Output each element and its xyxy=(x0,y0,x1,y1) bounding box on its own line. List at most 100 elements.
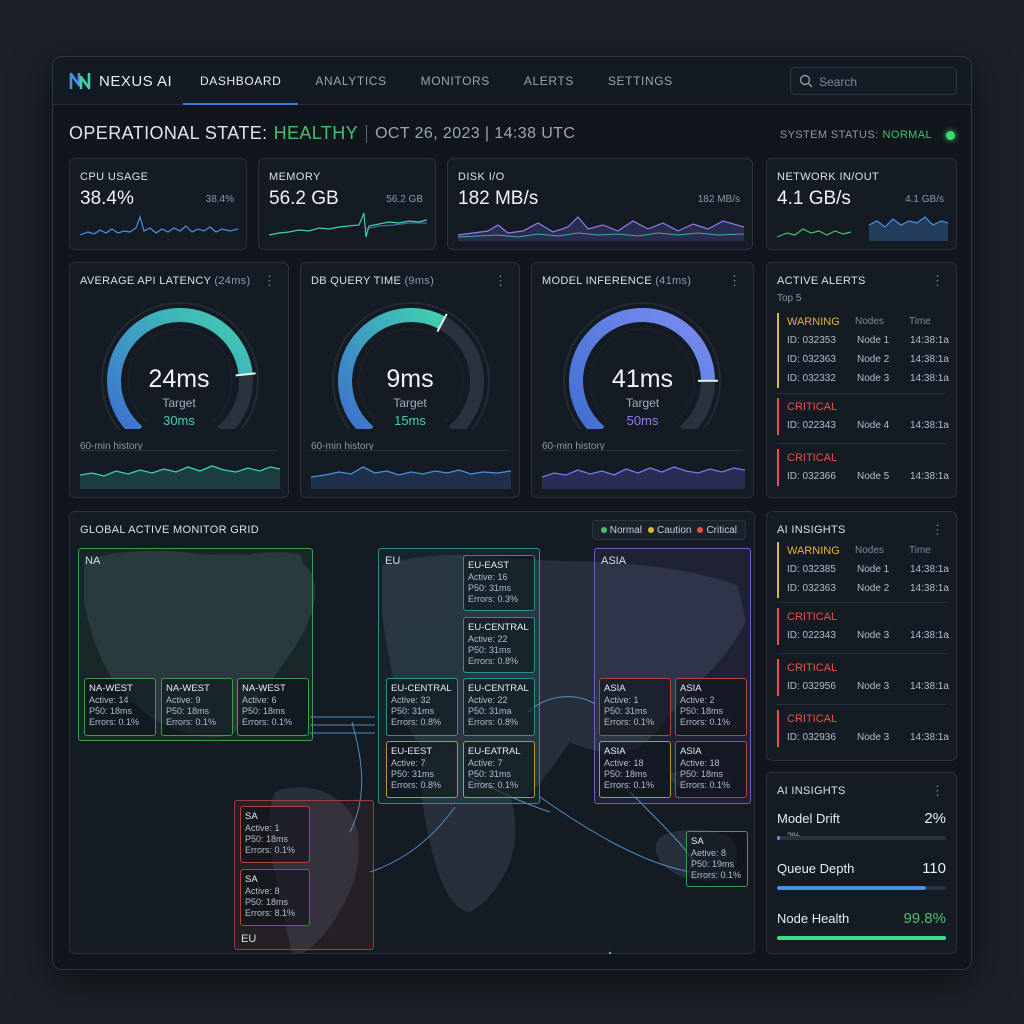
monitor-na-west-1[interactable]: NA-WEST Active: 14 P50: 18ms Errors: 0.1… xyxy=(84,678,156,736)
metric-label: MEMORY xyxy=(269,171,321,183)
tab-settings[interactable]: SETTINGS xyxy=(607,74,673,88)
history-label: 60-min history xyxy=(80,441,143,452)
search-icon xyxy=(799,74,813,88)
monitor-asia-3[interactable]: ASIA Active: 18 P50: 18ms Errors: 0.1% xyxy=(599,741,671,798)
history-label: 60-min history xyxy=(311,441,374,452)
legend-critical: Critical xyxy=(697,525,737,536)
insight-group-warning[interactable]: WARNING Nodes Time ID: 032385 Node 1 14:38… xyxy=(777,542,949,598)
bar-fill xyxy=(777,886,926,890)
monitor-name: ASIA xyxy=(604,683,626,694)
monitor-eu-central-2[interactable]: EU-CENTRAL Active: 32 P50: 31ms Errors: … xyxy=(386,678,458,736)
tab-monitors[interactable]: MONITORS xyxy=(420,74,490,88)
monitor-na-west-2[interactable]: NA-WEST Active: 9 P50: 18ms Errors: 0.1% xyxy=(161,678,233,736)
tab-alerts[interactable]: ALERTS xyxy=(523,74,574,88)
insight-row[interactable]: ID: 022343 Node 3 14:38:1a xyxy=(787,626,949,645)
monitor-name: ASIA xyxy=(604,746,626,757)
metric-card-disk-io[interactable]: DISK I/O 182 MB/s 182 MB/s xyxy=(447,158,753,250)
gauge-value: 41ms xyxy=(611,365,674,393)
tab-analytics[interactable]: ANALYTICS xyxy=(315,74,387,88)
monitor-eu-central-1[interactable]: EU-CENTRAL Active: 22 P50: 31ms Errors: … xyxy=(463,617,535,673)
gauge-card-db-query[interactable]: DB QUERY TIME (9ms) ⋮ 9ms Target 15ms 60… xyxy=(300,262,520,498)
legend-caution: Caution xyxy=(647,525,691,536)
bar-fill xyxy=(777,936,946,940)
search-input[interactable] xyxy=(819,73,949,91)
monitor-errors: Errors: 8.1% xyxy=(245,908,296,918)
monitor-sa-3[interactable]: SA Aetive: 8 P50: 19ms Errors: 0.1% xyxy=(686,831,748,887)
cpu-sparkline xyxy=(80,215,238,236)
monitor-na-west-3[interactable]: NA-WEST Active: 6 P50: 18ms Errors: 0.1% xyxy=(237,678,309,736)
alert-group-critical[interactable]: CRITICAL ID: 022343 Node 4 14:38:1a xyxy=(777,398,949,435)
insight-value: 99.8% xyxy=(903,910,946,927)
insight-row[interactable]: ID: 032363 Node 2 14:38:1a xyxy=(787,579,949,598)
alert-row[interactable]: ID: 032353 Node 1 14:38:1a xyxy=(787,331,949,350)
panel-title: ACTIVE ALERTS xyxy=(777,275,866,287)
divider xyxy=(777,443,946,444)
monitor-active: Active: 22 xyxy=(468,634,508,644)
insight-group-critical[interactable]: CRITICAL ID: 022343 Node 3 14:38:1a xyxy=(777,608,949,645)
tab-dashboard[interactable]: DASHBOARD xyxy=(183,57,299,105)
region-label: EU xyxy=(241,933,257,945)
brand[interactable]: NEXUS AI xyxy=(69,71,172,91)
alert-node: Node 2 xyxy=(857,583,890,594)
metric-label: NETWORK IN/OUT xyxy=(777,171,880,183)
gauge-title-text: MODEL INFERENCE xyxy=(542,275,652,287)
insight-group-critical[interactable]: CRITICAL ID: 032936 Node 3 14:38:1a xyxy=(777,710,949,747)
monitor-asia-4[interactable]: ASIA Active: 18 P50: 18ms Errors: 0.1% xyxy=(675,741,747,798)
more-options-icon[interactable]: ⋮ xyxy=(263,273,276,288)
insight-value: 110 xyxy=(922,860,946,877)
monitor-errors: Errors: 0.8% xyxy=(391,717,442,727)
severity-label: CRITICAL xyxy=(787,713,838,725)
monitor-name: EU-EAST xyxy=(468,560,510,571)
alert-time: 14:38:1a xyxy=(910,583,949,594)
metric-card-network[interactable]: NETWORK IN/OUT 4.1 GB/s 4.1 GB/s xyxy=(766,158,957,250)
monitor-sa-2[interactable]: SA Active: 8 P50: 18ms Errors: 8.1% xyxy=(240,869,310,926)
monitor-asia-1[interactable]: ASIA Active: 1 P50: 31ms Errors: 0.1% xyxy=(599,678,671,736)
monitor-eu-eatral[interactable]: EU-EATRAL Active: 7 P50: 31ms Errors: 0.… xyxy=(463,741,535,798)
monitor-errors: Errors: 0.1% xyxy=(604,717,655,727)
more-options-icon[interactable]: ⋮ xyxy=(931,783,944,798)
alert-row[interactable]: ID: 032366 Node 5 14:38:1a xyxy=(787,467,949,486)
metric-card-cpu[interactable]: CPU USAGE 38.4% 38.4% xyxy=(69,158,247,250)
monitor-p50: P50: 18ms xyxy=(242,706,286,716)
metric-card-memory[interactable]: MEMORY 56.2 GB 56.2 GB xyxy=(258,158,436,250)
active-alerts-panel: ACTIVE ALERTS ⋮ Top 5 WARNING Nodes Time… xyxy=(766,262,957,498)
alert-row[interactable]: ID: 032332 Node 3 14:38:1a xyxy=(787,369,949,388)
alert-group-warning[interactable]: WARNING Nodes Time ID: 032353 Node 1 14:38… xyxy=(777,313,949,388)
map-legend: Normal Caution Critical xyxy=(591,520,746,540)
monitor-name: EU-EEST xyxy=(391,746,433,757)
severity-label: CRITICAL xyxy=(787,452,838,464)
gauge-target-label: Target xyxy=(162,396,196,410)
ai-insights-alerts-panel: AI INSIGHTS ⋮ WARNING Nodes Time ID: 032… xyxy=(766,511,957,761)
alert-group-critical[interactable]: CRITICAL ID: 032366 Node 5 14:38:1a xyxy=(777,449,949,486)
monitor-active: Active: 14 xyxy=(89,695,129,705)
monitor-p50: P50: 31ma xyxy=(468,706,512,716)
more-options-icon[interactable]: ⋮ xyxy=(931,273,944,288)
global-monitor-grid: GLOBAL ACTIVE MONITOR GRID Normal Cautio… xyxy=(69,511,755,954)
insight-row[interactable]: ID: 032385 Node 1 14:38:1a xyxy=(787,560,949,579)
history-divider xyxy=(542,450,743,451)
search-box[interactable] xyxy=(790,67,957,95)
gauge-card-model-inference[interactable]: MODEL INFERENCE (41ms) ⋮ 41ms Target 50m… xyxy=(531,262,754,498)
gauge-outer-ring xyxy=(332,302,490,429)
more-options-icon[interactable]: ⋮ xyxy=(494,273,507,288)
alert-row[interactable]: ID: 032363 Node 2 14:38:1a xyxy=(787,350,949,369)
monitor-asia-2[interactable]: ASIA Active: 2 P50: 18ms Errors: 0.1% xyxy=(675,678,747,736)
gauge-card-api-latency[interactable]: AVERAGE API LATENCY (24ms) ⋮ 24ms Target… xyxy=(69,262,289,498)
monitor-eu-east[interactable]: EU-EAST Active: 16 P50: 31ms Errors: 0.3… xyxy=(463,555,535,611)
insight-group-critical[interactable]: CRITICAL ID: 032956 Node 3 14:38:1a xyxy=(777,659,949,696)
metric-label: CPU USAGE xyxy=(80,171,149,183)
monitor-name: ASIA xyxy=(680,683,702,694)
monitor-sa-1[interactable]: SA Active: 1 P50: 18ms Errors: 0.1% xyxy=(240,806,310,863)
insight-row[interactable]: ID: 032956 Node 3 14:38:1a xyxy=(787,677,949,696)
history-label: 60-min history xyxy=(542,441,605,452)
monitor-eu-eest[interactable]: EU-EEST Active: 7 P50: 31ms Errors: 0.8% xyxy=(386,741,458,798)
alert-row[interactable]: ID: 022343 Node 4 14:38:1a xyxy=(787,416,949,435)
insight-row[interactable]: ID: 032936 Node 3 14:38:1a xyxy=(787,728,949,747)
gauge-outer-ring xyxy=(101,302,259,429)
more-options-icon[interactable]: ⋮ xyxy=(931,522,944,537)
monitor-active: Active: 1 xyxy=(245,823,280,833)
alert-node: Node 4 xyxy=(857,420,890,431)
monitor-eu-central-3[interactable]: EU-CENTRAL Active: 22 P50: 31ma Errors: … xyxy=(463,678,535,736)
more-options-icon[interactable]: ⋮ xyxy=(728,273,741,288)
monitor-name: NA-WEST xyxy=(89,683,133,694)
